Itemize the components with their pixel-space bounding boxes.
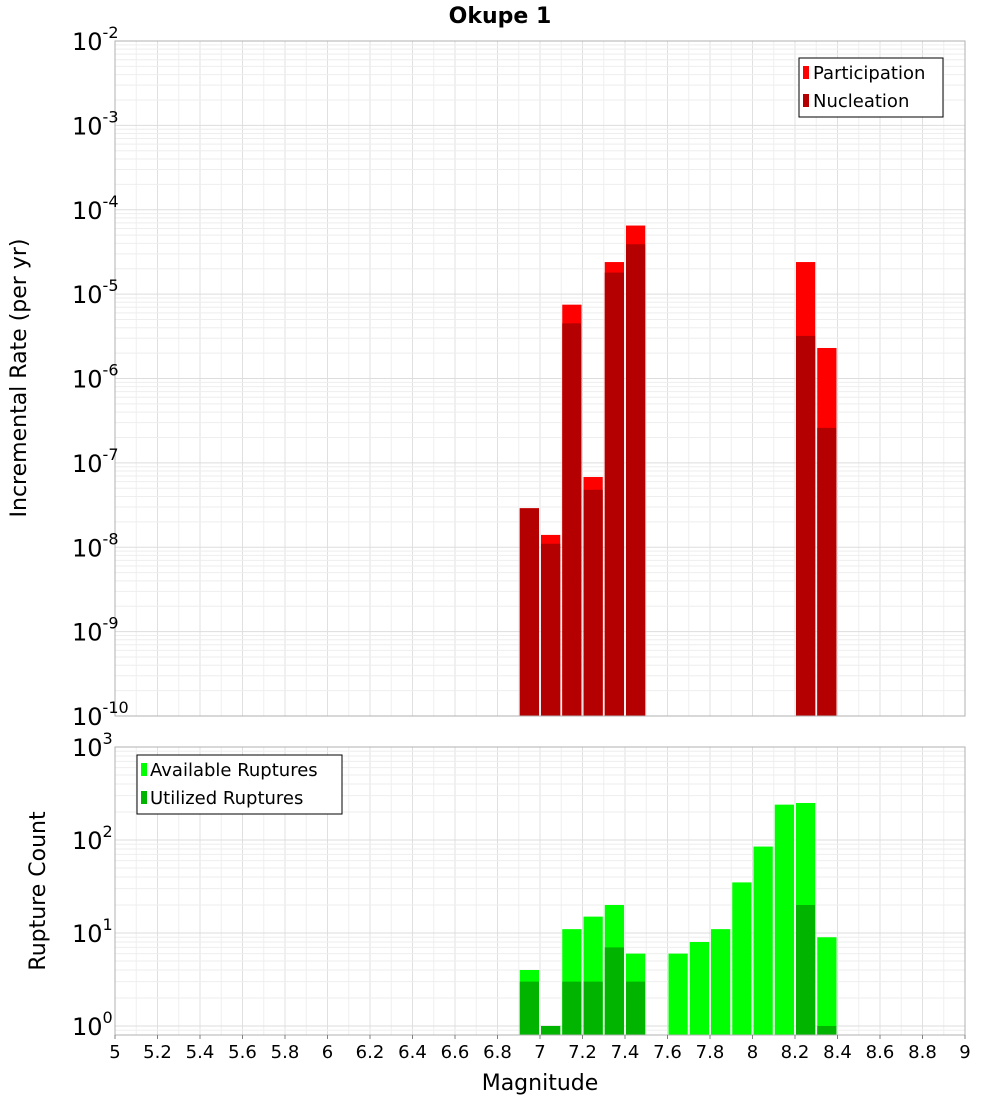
legend-swatch-nucleation xyxy=(803,94,809,107)
rate-nucleation-bar xyxy=(626,244,646,717)
count-available-ruptures-bar xyxy=(689,942,709,1035)
x-tick-label: 7.4 xyxy=(611,1042,640,1063)
y-tick-label: 10-8 xyxy=(72,529,119,562)
x-tick-label: 6.8 xyxy=(483,1042,512,1063)
x-tick-label: 7.8 xyxy=(696,1042,725,1063)
count-available-ruptures-bar xyxy=(753,846,773,1035)
y-tick-label: 103 xyxy=(72,729,113,762)
x-tick-label: 5.4 xyxy=(186,1042,215,1063)
chart-title: Okupe 1 xyxy=(449,4,552,29)
y-tick-label: 102 xyxy=(72,822,113,855)
x-tick-label: 5.8 xyxy=(271,1042,300,1063)
legend-swatch-available xyxy=(141,763,147,776)
x-tick-label: 8.6 xyxy=(866,1042,895,1063)
legend-label-available: Available Ruptures xyxy=(150,760,318,781)
count-utilized-ruptures-bar xyxy=(604,947,624,1035)
rate-nucleation-bar xyxy=(604,272,624,716)
top-plot-border xyxy=(114,40,966,717)
count-available-ruptures-bar xyxy=(668,953,688,1035)
count-utilized-ruptures-bar xyxy=(817,1025,837,1035)
top-grid xyxy=(114,41,966,717)
x-tick-label: 6.4 xyxy=(398,1042,427,1063)
bottom-y-ticks: 103 102 101 100 xyxy=(72,729,113,1041)
count-available-ruptures-bar xyxy=(711,929,731,1035)
x-tick-label: 6 xyxy=(322,1042,333,1063)
top-legend-box xyxy=(798,57,944,118)
x-ticks: 5 5.2 5.4 5.6 5.8 6 6.2 6.4 6.6 6.8 7 7.2 7.4 7.6 7.8 8… xyxy=(109,1035,971,1063)
legend-label-utilized: Utilized Ruptures xyxy=(150,788,303,809)
x-axis-label: Magnitude xyxy=(482,1071,599,1096)
count-available-ruptures-bar xyxy=(817,937,837,1035)
legend-swatch-utilized xyxy=(141,791,147,804)
rate-nucleation-bar xyxy=(817,427,837,716)
count-utilized-ruptures-bar xyxy=(541,1025,561,1035)
count-utilized-ruptures-bar xyxy=(562,981,582,1035)
y-tick-label: 10-7 xyxy=(72,445,119,478)
legend-label-participation: Participation xyxy=(813,63,925,84)
y-tick-label: 10-3 xyxy=(72,107,119,140)
count-utilized-ruptures-bar xyxy=(796,904,816,1035)
y-tick-label: 10-2 xyxy=(72,23,119,56)
x-tick-label: 5 xyxy=(109,1042,120,1063)
y-tick-label: 101 xyxy=(72,915,113,948)
x-tick-label: 7 xyxy=(534,1042,545,1063)
y-tick-label: 10-6 xyxy=(72,361,119,394)
x-tick-label: 5.6 xyxy=(228,1042,257,1063)
y-tick-label: 10-5 xyxy=(72,276,119,309)
rate-nucleation-bar xyxy=(541,543,561,716)
y-tick-label: 10-4 xyxy=(72,192,119,225)
x-tick-label: 8 xyxy=(747,1042,758,1063)
legend-label-nucleation: Nucleation xyxy=(813,91,909,112)
y-tick-label: 100 xyxy=(72,1008,113,1041)
rate-nucleation-bar xyxy=(519,508,539,716)
bottom-legend-box xyxy=(136,754,343,815)
y-tick-label: 10-9 xyxy=(72,614,119,647)
top-legend: Participation Nucleation xyxy=(798,57,944,118)
x-tick-label: 8.4 xyxy=(823,1042,852,1063)
count-available-ruptures-bar xyxy=(732,882,752,1035)
incremental-rate-panel: 10-2 10-3 10-4 10-5 10-6 10-7 10-8 10-9 10-10 In… xyxy=(7,23,966,731)
x-tick-label: 5.2 xyxy=(143,1042,172,1063)
legend-swatch-participation xyxy=(803,66,809,79)
x-tick-label: 8.2 xyxy=(781,1042,810,1063)
x-tick-label: 7.2 xyxy=(568,1042,597,1063)
x-tick-label: 6.6 xyxy=(441,1042,470,1063)
count-utilized-ruptures-bar xyxy=(519,981,539,1035)
x-tick-label: 9 xyxy=(959,1042,970,1063)
rate-nucleation-bar xyxy=(583,489,603,716)
y-tick-label: 10-10 xyxy=(72,698,129,731)
x-tick-label: 8.8 xyxy=(908,1042,937,1063)
x-tick-label: 6.2 xyxy=(356,1042,385,1063)
rate-nucleation-bar xyxy=(796,335,816,716)
count-available-ruptures-bar xyxy=(774,804,794,1035)
rupture-count-panel: 103 102 101 100 Rupture Count Available Rup… xyxy=(26,729,966,1041)
bottom-bars xyxy=(519,802,837,1035)
count-utilized-ruptures-bar xyxy=(583,981,603,1035)
x-tick-label: 7.6 xyxy=(653,1042,682,1063)
top-y-ticks: 10-2 10-3 10-4 10-5 10-6 10-7 10-8 10-9 10-10 xyxy=(72,23,129,731)
top-y-axis-label: Incremental Rate (per yr) xyxy=(7,239,32,518)
bottom-y-axis-label: Rupture Count xyxy=(26,811,51,971)
count-utilized-ruptures-bar xyxy=(626,981,646,1035)
top-bars xyxy=(519,225,837,717)
bottom-legend: Available Ruptures Utilized Ruptures xyxy=(136,754,343,815)
rate-nucleation-bar xyxy=(562,323,582,716)
